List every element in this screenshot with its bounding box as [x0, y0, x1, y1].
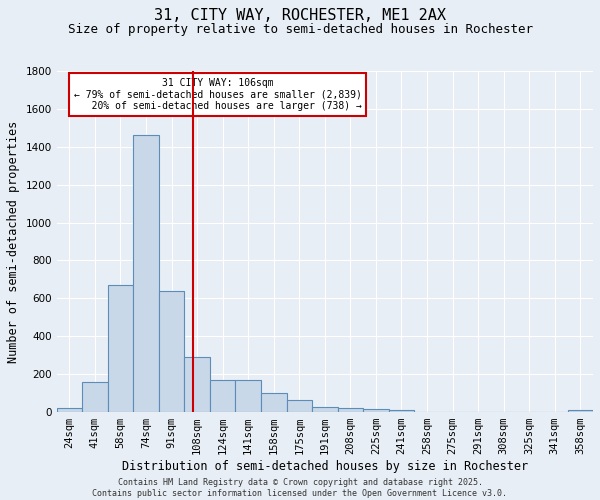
- Bar: [235, 380, 261, 412]
- Bar: [82, 382, 108, 412]
- X-axis label: Distribution of semi-detached houses by size in Rochester: Distribution of semi-detached houses by …: [122, 460, 528, 473]
- Bar: [261, 393, 287, 412]
- Bar: [133, 136, 159, 412]
- Y-axis label: Number of semi-detached properties: Number of semi-detached properties: [7, 120, 20, 362]
- Bar: [108, 285, 133, 412]
- Text: 31 CITY WAY: 106sqm
← 79% of semi-detached houses are smaller (2,839)
   20% of : 31 CITY WAY: 106sqm ← 79% of semi-detach…: [74, 78, 361, 111]
- Bar: [568, 410, 593, 412]
- Bar: [312, 408, 338, 412]
- Text: 31, CITY WAY, ROCHESTER, ME1 2AX: 31, CITY WAY, ROCHESTER, ME1 2AX: [154, 8, 446, 22]
- Bar: [56, 408, 82, 412]
- Bar: [184, 357, 210, 412]
- Text: Size of property relative to semi-detached houses in Rochester: Size of property relative to semi-detach…: [67, 22, 533, 36]
- Text: Contains HM Land Registry data © Crown copyright and database right 2025.
Contai: Contains HM Land Registry data © Crown c…: [92, 478, 508, 498]
- Bar: [287, 400, 312, 412]
- Bar: [159, 291, 184, 412]
- Bar: [210, 380, 235, 412]
- Bar: [338, 408, 363, 412]
- Bar: [389, 410, 414, 412]
- Bar: [363, 410, 389, 412]
